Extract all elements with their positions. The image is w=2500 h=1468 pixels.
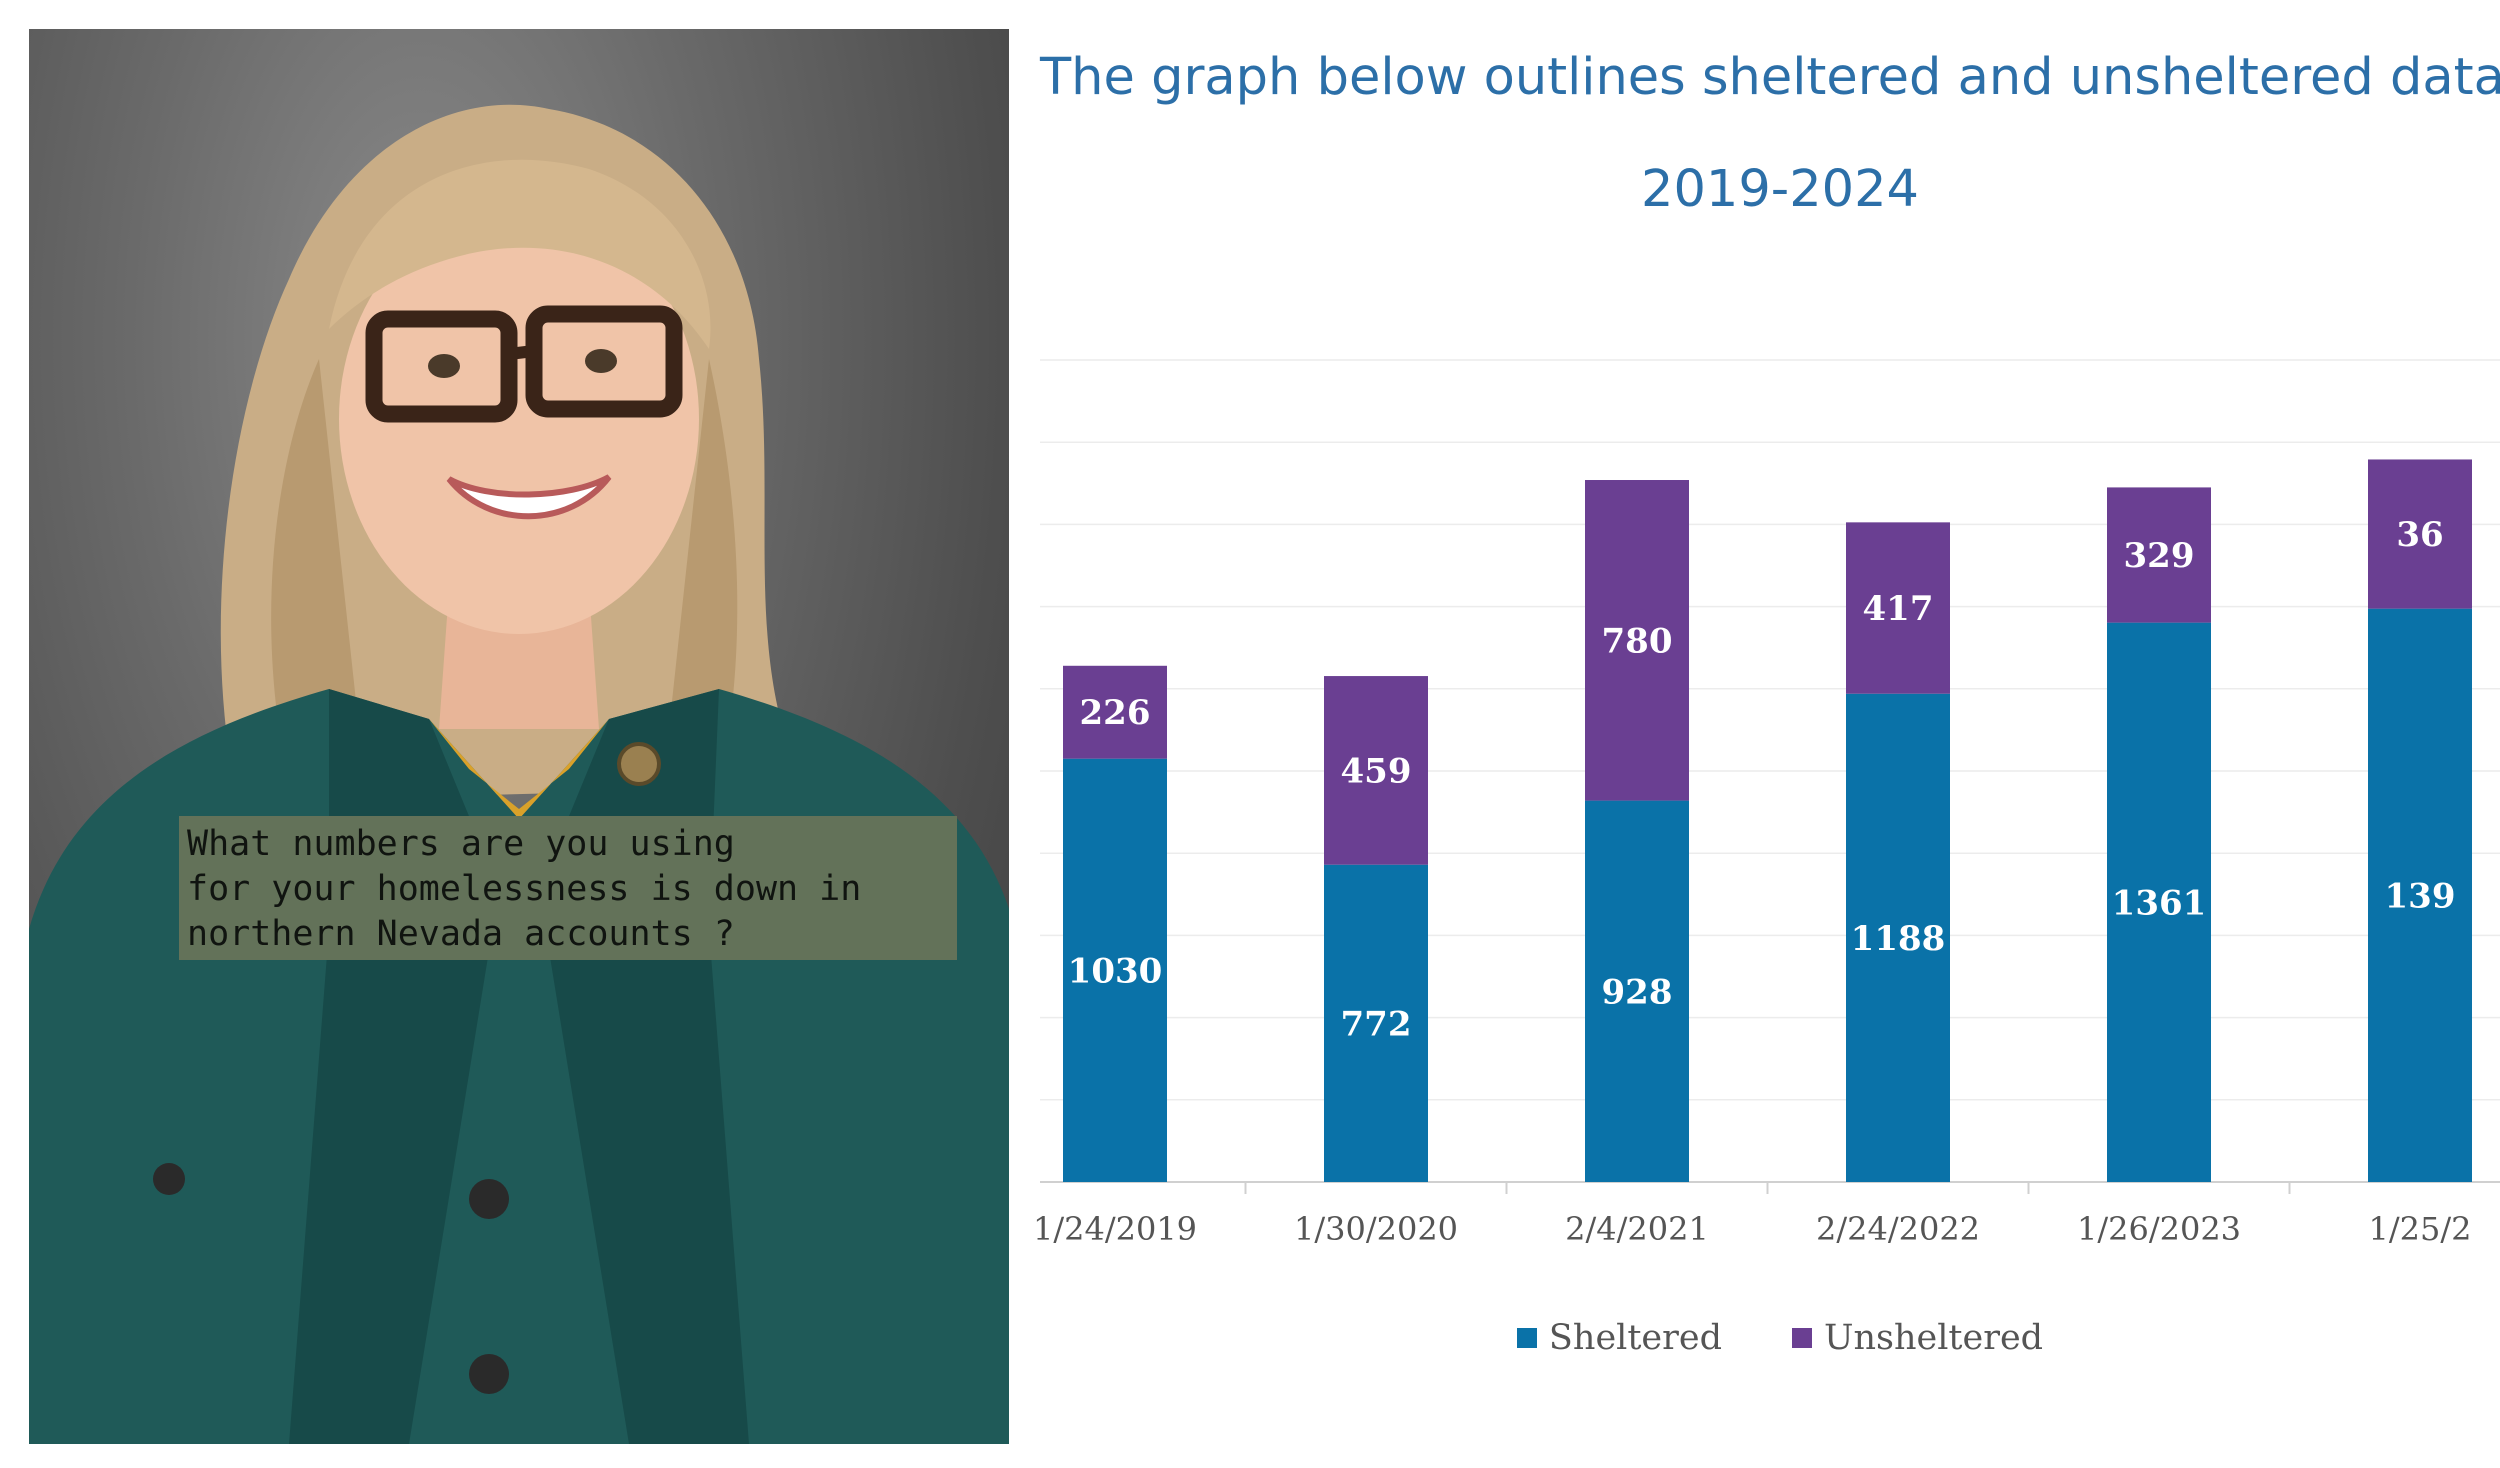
x-tick-label: 1/26/2023 [2077,1210,2241,1248]
caption-box: What numbers are you using for your home… [179,816,957,960]
data-label-unsheltered: 329 [2124,536,2195,576]
legend-swatch-sheltered [1516,1328,1537,1348]
chart-title: The graph below outlines sheltered and u… [1040,48,2500,107]
data-label-unsheltered: 780 [1602,621,1673,661]
bar-sheltered [1063,758,1167,1182]
caption-line-2: for your homelessness is down in [187,869,862,909]
data-label-sheltered: 139 [2385,876,2456,916]
chart-legend: Sheltered Unsheltered [1010,1318,2500,1358]
bar-unsheltered [1846,522,1950,694]
stacked-bar-chart: 1030 226 1/24/2019 772 459 1/30/2020 928 780 2/4… [1033,359,2500,1248]
bar-unsheltered [1063,665,1167,759]
bar-sheltered [1585,800,1689,1182]
x-tick-label: 1/24/2019 [1033,1210,1197,1248]
data-label-sheltered: 1030 [1068,951,1163,991]
data-label-sheltered: 1361 [2112,883,2207,923]
data-label-sheltered: 1188 [1851,919,1946,959]
caption-line-3: northern Nevada accounts ? [187,914,735,954]
data-label-sheltered: 772 [1341,1004,1412,1044]
legend-item-unsheltered: Unsheltered [1791,1318,2044,1358]
legend-label-unsheltered: Unsheltered [1823,1318,2044,1358]
bar-sheltered [2107,622,2211,1182]
chart-panel: The graph below outlines sheltered and u… [1010,0,2500,1468]
portrait-photo: What numbers are you using for your home… [29,29,1009,1444]
bar-unsheltered [1324,676,1428,865]
legend-label-sheltered: Sheltered [1548,1318,1722,1358]
data-label-unsheltered: 36 [2396,515,2443,555]
data-label-sheltered: 928 [1602,972,1673,1012]
data-label-unsheltered: 226 [1080,693,1151,733]
bar-unsheltered [2368,459,2472,609]
x-tick-label: 1/30/2020 [1294,1210,1458,1248]
x-tick-label: 2/24/2022 [1816,1210,1980,1248]
x-tick-label: 1/25/2 [2369,1210,2472,1248]
bar-sheltered [1324,864,1428,1182]
bar-unsheltered [1585,480,1689,801]
data-label-unsheltered: 417 [1863,589,1934,629]
portrait-illustration [29,104,1009,1444]
data-label-unsheltered: 459 [1341,751,1412,791]
bar-unsheltered [2107,487,2211,623]
bar-sheltered [1846,693,1950,1182]
caption-line-1: What numbers are you using [187,824,735,864]
legend-swatch-unsheltered [1791,1328,1812,1348]
bar-sheltered [2368,608,2472,1182]
chart-subtitle: 2019-2024 [1641,160,1919,219]
x-tick-label: 2/4/2021 [1565,1210,1709,1248]
legend-item-sheltered: Sheltered [1516,1318,1722,1358]
